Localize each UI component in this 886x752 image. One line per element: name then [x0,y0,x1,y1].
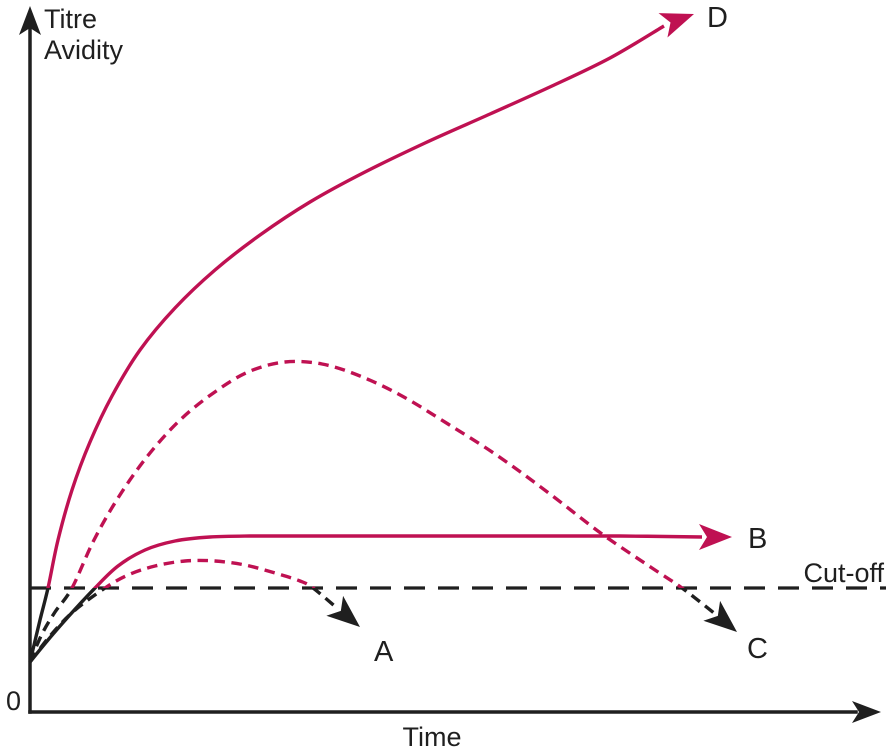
curve-label-a: A [374,636,394,668]
cutoff-label: Cut-off [803,558,884,588]
curve-b-arrowhead [699,524,732,550]
curves-below-cutoff-group [28,588,716,664]
curve-c-arrowhead [703,600,737,632]
y-axis-label-line1: Titre [44,4,97,34]
curve-c-segment-above-cutoff [70,359,685,588]
curve-a-arrowhead [326,595,360,627]
curve-arrowheads-group [326,13,737,632]
x-axis-label: Time [403,722,462,752]
curve-a-segment-above-cutoff [101,558,316,588]
y-axis-arrowhead [19,6,41,35]
curve-label-b: B [748,523,767,555]
origin-label: 0 [6,686,21,716]
curve-labels-group: A B C D [374,2,768,668]
curve-c-segment-below-cutoff [28,588,716,663]
curve-b-segment-below-cutoff [28,588,98,664]
curve-d-segment-below-cutoff [28,588,50,663]
curve-a-segment-below-cutoff [28,588,339,664]
curve-label-d: D [707,2,728,34]
x-axis-arrowhead [852,701,881,723]
curve-label-c: C [747,633,768,665]
y-axis-label-line2: Avidity [44,35,124,65]
curves-above-cutoff-group [46,24,703,588]
curve-d-segment-above-cutoff [46,24,665,588]
curve-d-arrowhead [658,13,694,38]
curve-b-segment-above-cutoff [92,534,703,588]
